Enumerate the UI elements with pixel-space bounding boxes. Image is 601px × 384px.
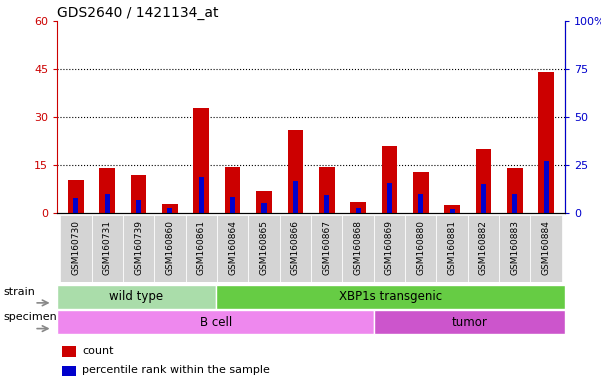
Bar (186, 215, 217, 282)
Bar (279, 215, 311, 282)
Bar (225, 167, 240, 213)
Text: GSM160881: GSM160881 (448, 220, 457, 275)
Text: GSM160882: GSM160882 (479, 220, 488, 275)
Text: GSM160739: GSM160739 (134, 220, 143, 275)
Text: GSM160868: GSM160868 (353, 220, 362, 275)
Bar (319, 167, 335, 213)
Bar (405, 215, 436, 282)
Text: GSM160866: GSM160866 (291, 220, 300, 275)
Text: GSM160869: GSM160869 (385, 220, 394, 275)
Bar (374, 215, 405, 282)
Bar (293, 182, 298, 213)
Bar (62, 346, 76, 357)
Bar (162, 204, 178, 213)
Bar (217, 215, 248, 282)
Text: GSM160864: GSM160864 (228, 220, 237, 275)
Bar (356, 208, 361, 213)
Bar (531, 215, 562, 282)
Text: GDS2640 / 1421134_at: GDS2640 / 1421134_at (57, 6, 219, 20)
Bar (324, 195, 329, 213)
Bar (57, 310, 374, 334)
Text: GSM160860: GSM160860 (165, 220, 174, 275)
Text: specimen: specimen (3, 312, 56, 323)
Text: XBP1s transgenic: XBP1s transgenic (339, 290, 442, 303)
Bar (91, 215, 123, 282)
Bar (544, 161, 549, 213)
Text: count: count (82, 346, 114, 356)
Bar (311, 215, 343, 282)
Bar (499, 215, 531, 282)
Bar (154, 215, 186, 282)
Bar (68, 180, 84, 213)
Bar (343, 215, 374, 282)
Bar (413, 172, 429, 213)
Text: tumor: tumor (452, 316, 487, 329)
Bar (57, 285, 216, 309)
Bar (60, 215, 91, 282)
Text: GSM160867: GSM160867 (322, 220, 331, 275)
Bar (256, 191, 272, 213)
Bar (387, 184, 392, 213)
Bar (436, 215, 468, 282)
Bar (507, 168, 523, 213)
Bar (374, 310, 565, 334)
Text: GSM160865: GSM160865 (260, 220, 269, 275)
Bar (216, 285, 565, 309)
Text: GSM160883: GSM160883 (510, 220, 519, 275)
Bar (475, 149, 491, 213)
Text: GSM160861: GSM160861 (197, 220, 206, 275)
Text: strain: strain (3, 286, 35, 297)
Bar (418, 194, 423, 213)
Bar (123, 215, 154, 282)
Bar (481, 184, 486, 213)
Bar (62, 366, 76, 376)
Bar (131, 175, 147, 213)
Text: GSM160730: GSM160730 (72, 220, 81, 275)
Bar (261, 203, 266, 213)
Text: GSM160884: GSM160884 (542, 220, 551, 275)
Bar (450, 209, 454, 213)
Bar (468, 215, 499, 282)
Bar (287, 130, 303, 213)
Bar (194, 108, 209, 213)
Bar (512, 194, 517, 213)
Text: percentile rank within the sample: percentile rank within the sample (82, 365, 270, 375)
Bar (136, 200, 141, 213)
Bar (99, 168, 115, 213)
Bar (382, 146, 397, 213)
Text: GSM160880: GSM160880 (416, 220, 426, 275)
Bar (248, 215, 279, 282)
Bar (230, 197, 235, 213)
Bar (199, 177, 204, 213)
Bar (73, 198, 78, 213)
Bar (105, 194, 110, 213)
Bar (350, 202, 366, 213)
Text: B cell: B cell (200, 316, 232, 329)
Text: wild type: wild type (109, 290, 163, 303)
Bar (168, 208, 172, 213)
Bar (538, 72, 554, 213)
Text: GSM160731: GSM160731 (103, 220, 112, 275)
Bar (444, 205, 460, 213)
